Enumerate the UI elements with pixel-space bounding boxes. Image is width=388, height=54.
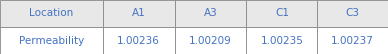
Text: C1: C1: [275, 8, 289, 19]
Bar: [175, 27, 246, 54]
Text: Permeability: Permeability: [19, 35, 84, 46]
Bar: [0, 27, 103, 54]
Text: 1.00235: 1.00235: [260, 35, 303, 46]
Text: 1.00236: 1.00236: [117, 35, 160, 46]
Bar: [317, 0, 388, 27]
Text: A1: A1: [132, 8, 146, 19]
Bar: [175, 0, 246, 27]
Bar: [246, 27, 317, 54]
Bar: [246, 0, 317, 27]
Bar: [103, 27, 175, 54]
Text: A3: A3: [204, 8, 217, 19]
Bar: [0, 0, 103, 27]
Bar: [103, 0, 175, 27]
Text: Location: Location: [29, 8, 74, 19]
Text: C3: C3: [346, 8, 360, 19]
Text: 1.00237: 1.00237: [331, 35, 374, 46]
Text: 1.00209: 1.00209: [189, 35, 232, 46]
Bar: [317, 27, 388, 54]
